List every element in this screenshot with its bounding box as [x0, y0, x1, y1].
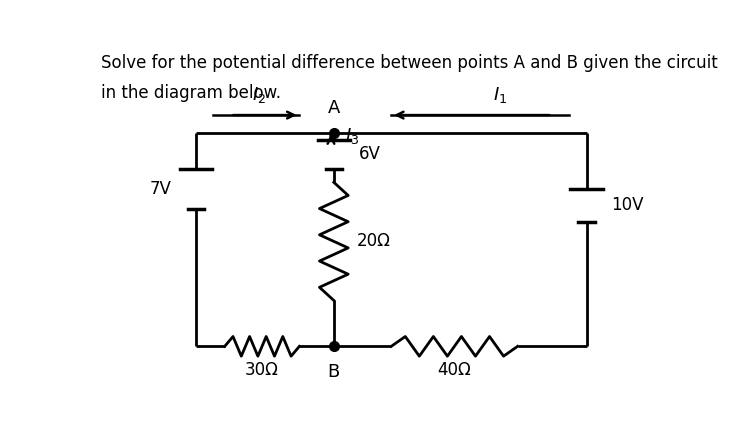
Text: 40Ω: 40Ω — [437, 361, 471, 379]
Text: Solve for the potential difference between points A and B given the circuit
in t: Solve for the potential difference betwe… — [102, 55, 718, 101]
Text: B: B — [328, 363, 340, 381]
Text: 6V: 6V — [359, 145, 380, 164]
Text: 10V: 10V — [611, 196, 644, 214]
Text: $I_3$: $I_3$ — [345, 126, 359, 146]
Text: A: A — [328, 99, 340, 117]
Text: 7V: 7V — [150, 180, 171, 198]
Text: 30Ω: 30Ω — [245, 361, 279, 379]
Text: $I_1$: $I_1$ — [494, 85, 508, 105]
Text: $I_2$: $I_2$ — [252, 85, 266, 105]
Text: 20Ω: 20Ω — [357, 232, 391, 250]
